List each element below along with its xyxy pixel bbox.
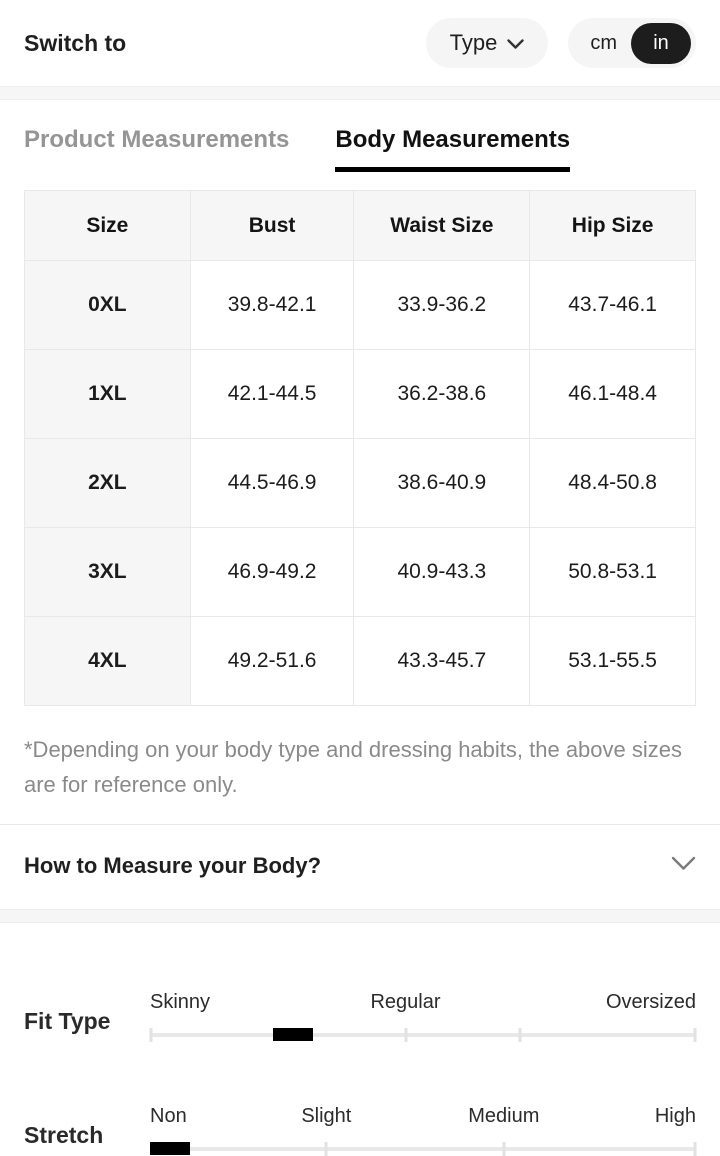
tab-body-measurements[interactable]: Body Measurements: [335, 126, 571, 172]
size-label: 1XL: [24, 349, 191, 439]
fit-type-scale: Skinny Regular Oversized: [149, 963, 697, 1042]
unit-option-in-selected[interactable]: in: [631, 22, 691, 64]
size-label: 0XL: [24, 260, 191, 350]
fit-type-row: Fit Type Skinny Regular Oversized: [24, 963, 697, 1042]
scale-label-non: Non: [150, 1105, 187, 1127]
stretch-scale-labels: Non Slight Medium High: [150, 1105, 696, 1131]
type-dropdown-button[interactable]: Type: [425, 18, 549, 68]
scale-label-slight: Slight: [301, 1105, 352, 1127]
fit-type-track: [149, 1028, 697, 1042]
stretch-track: [150, 1142, 697, 1156]
column-header-bust: Bust: [189, 190, 355, 261]
type-dropdown-label: Type: [449, 30, 498, 55]
scale-label-oversized: Oversized: [605, 991, 696, 1013]
table-row: 0XL 39.8-42.1 33.9-36.2 43.7-46.1: [24, 260, 696, 350]
scale-tick: [324, 1142, 328, 1156]
column-header-waist: Waist Size: [353, 190, 531, 261]
unit-option-cm[interactable]: cm: [590, 31, 617, 54]
bust-value: 44.5-46.9: [189, 438, 355, 528]
scale-label-medium: Medium: [468, 1105, 540, 1127]
fit-type-indicator: [272, 1028, 313, 1041]
measurement-tabs: Product Measurements Body Measurements: [0, 100, 720, 172]
table-row: 4XL 49.2-51.6 43.3-45.7 53.1-55.5: [24, 616, 696, 706]
unit-toggle[interactable]: cm in: [568, 18, 696, 68]
bust-value: 46.9-49.2: [189, 527, 355, 617]
size-label: 3XL: [24, 527, 191, 617]
hip-value: 53.1-55.5: [529, 616, 696, 706]
attribute-sliders: Fit Type Skinny Regular Oversized Stretc…: [0, 923, 720, 1156]
column-header-hip: Hip Size: [529, 190, 696, 261]
scale-tick: [404, 1028, 408, 1042]
scale-tick: [518, 1028, 522, 1042]
table-header-row: Size Bust Waist Size Hip Size: [24, 190, 696, 261]
size-label: 4XL: [24, 616, 191, 706]
hip-value: 50.8-53.1: [529, 527, 696, 617]
waist-value: 43.3-45.7: [353, 616, 531, 706]
stretch-label: Stretch: [24, 1122, 104, 1148]
how-to-measure-accordion[interactable]: How to Measure your Body?: [0, 825, 720, 909]
bust-value: 49.2-51.6: [189, 616, 355, 706]
size-label: 2XL: [24, 438, 191, 528]
reference-note: *Depending on your body type and dressin…: [24, 737, 682, 797]
table-row: 1XL 42.1-44.5 36.2-38.6 46.1-48.4: [24, 349, 696, 439]
how-to-measure-label: How to Measure your Body?: [24, 853, 322, 878]
fit-type-label: Fit Type: [24, 1008, 111, 1034]
stretch-indicator: [150, 1142, 190, 1155]
scale-tick: [693, 1142, 697, 1156]
stretch-scale: Non Slight Medium High: [150, 1077, 697, 1156]
section-divider-band: [0, 86, 720, 100]
section-divider-band: [0, 909, 720, 923]
waist-value: 36.2-38.6: [353, 349, 531, 439]
chevron-down-icon: [507, 30, 525, 56]
scale-label-regular: Regular: [370, 991, 441, 1013]
waist-value: 38.6-40.9: [353, 438, 531, 528]
column-header-size: Size: [24, 190, 191, 261]
body-measurements-table: Size Bust Waist Size Hip Size 0XL 39.8-4…: [24, 190, 696, 706]
chevron-down-icon[interactable]: [671, 856, 696, 876]
scale-label-skinny: Skinny: [150, 991, 211, 1013]
tab-product-measurements[interactable]: Product Measurements: [24, 126, 290, 153]
top-bar: Switch to Type cm in: [0, 0, 720, 86]
table-row: 3XL 46.9-49.2 40.9-43.3 50.8-53.1: [24, 527, 696, 617]
scale-tick: [693, 1028, 697, 1042]
waist-value: 40.9-43.3: [353, 527, 531, 617]
waist-value: 33.9-36.2: [353, 260, 531, 350]
divider: [0, 824, 720, 825]
scale-tick: [502, 1142, 506, 1156]
hip-value: 43.7-46.1: [529, 260, 696, 350]
top-controls: Type cm in: [425, 18, 696, 68]
fit-type-scale-labels: Skinny Regular Oversized: [150, 991, 696, 1017]
switch-to-label: Switch to: [24, 29, 127, 56]
hip-value: 46.1-48.4: [529, 349, 696, 439]
bust-value: 39.8-42.1: [189, 260, 355, 350]
scale-tick: [149, 1028, 153, 1042]
table-row: 2XL 44.5-46.9 38.6-40.9 48.4-50.8: [24, 438, 696, 528]
scale-label-high: High: [654, 1105, 696, 1127]
stretch-row: Stretch Non Slight Medium High: [24, 1077, 697, 1156]
hip-value: 48.4-50.8: [529, 438, 696, 528]
bust-value: 42.1-44.5: [189, 349, 355, 439]
